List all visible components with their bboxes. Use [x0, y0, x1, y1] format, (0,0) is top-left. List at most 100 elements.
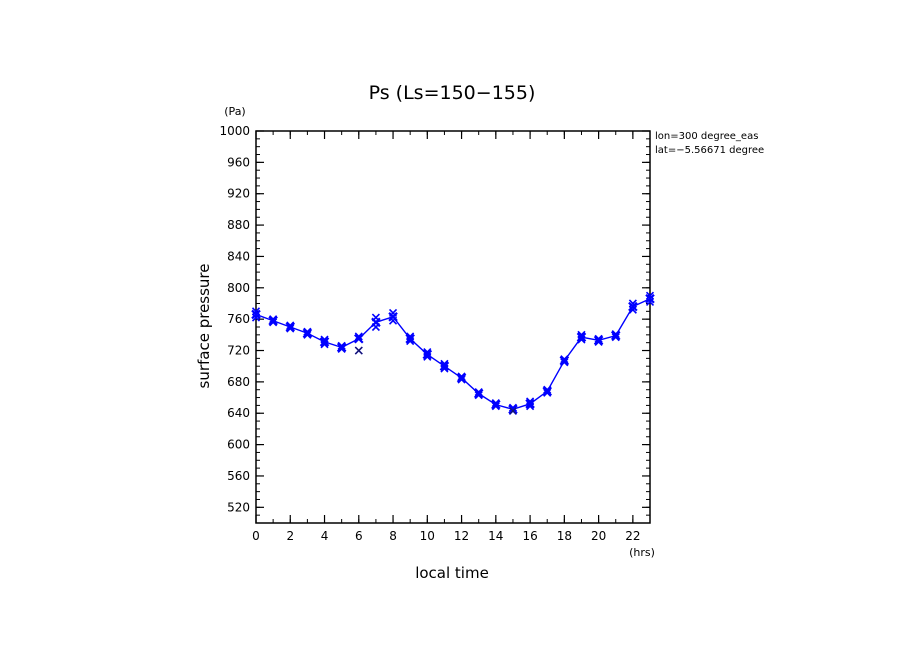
- data-point-marker: [406, 337, 415, 346]
- marker-stroke: [645, 291, 655, 300]
- data-point-marker: [320, 340, 329, 349]
- data-point-marker: [319, 337, 330, 347]
- y-tick-label: 720: [227, 344, 250, 358]
- marker-stroke: [474, 391, 483, 400]
- data-point-marker: [645, 297, 655, 306]
- marker-stroke: [302, 328, 313, 339]
- data-point-marker: [388, 312, 398, 322]
- data-point-marker: [354, 346, 363, 355]
- y-tick-label: 920: [227, 187, 250, 201]
- x-tick-label: 22: [625, 529, 640, 543]
- marker-stroke: [303, 327, 312, 336]
- data-point-marker: [645, 291, 655, 300]
- marker-stroke: [336, 342, 347, 353]
- data-point-marker: [371, 313, 380, 322]
- marker-stroke: [388, 316, 398, 325]
- data-point-marker: [628, 299, 637, 308]
- data-point-marker: [610, 330, 621, 341]
- marker-stroke: [406, 337, 415, 346]
- x-tick-label: 2: [286, 529, 294, 543]
- data-point-marker: [611, 333, 620, 342]
- marker-stroke: [303, 330, 312, 339]
- data-point-marker: [594, 334, 603, 343]
- data-point-marker: [422, 349, 433, 360]
- marker-stroke: [286, 324, 295, 333]
- marker-stroke: [525, 399, 535, 409]
- data-point-marker: [388, 308, 398, 317]
- x-tick-label: 16: [522, 529, 537, 543]
- y-tick-label: 560: [227, 469, 250, 483]
- data-layer: [251, 291, 655, 415]
- data-point-marker: [440, 364, 449, 373]
- data-point-marker: [559, 355, 570, 366]
- marker-stroke: [269, 315, 278, 324]
- x-tick-label: 6: [355, 529, 363, 543]
- annotation-lon: lon=300 degree_eas: [655, 131, 758, 142]
- y-tick-label: 520: [227, 500, 250, 514]
- marker-stroke: [457, 372, 466, 381]
- data-point-marker: [560, 358, 569, 367]
- marker-stroke: [354, 346, 363, 355]
- marker-stroke: [285, 322, 296, 332]
- annotation-lat: lat=−5.56671 degree: [655, 145, 764, 156]
- data-point-marker: [645, 293, 655, 304]
- data-point-marker: [474, 391, 483, 400]
- data-point-marker: [302, 328, 313, 339]
- marker-stroke: [371, 322, 380, 332]
- marker-stroke: [251, 307, 261, 316]
- marker-stroke: [405, 333, 415, 344]
- data-point-marker: [525, 399, 535, 409]
- data-point-marker: [303, 330, 312, 339]
- marker-stroke: [474, 388, 483, 397]
- data-point-marker: [508, 404, 518, 415]
- data-point-marker: [303, 327, 312, 336]
- marker-stroke: [542, 386, 552, 397]
- marker-stroke: [491, 398, 500, 408]
- marker-stroke: [251, 313, 261, 322]
- marker-stroke: [594, 334, 603, 343]
- x-tick-label: 0: [252, 529, 260, 543]
- data-point-marker: [491, 398, 500, 408]
- data-point-marker: [526, 402, 535, 411]
- y-tick-label: 880: [227, 218, 250, 232]
- data-point-marker: [371, 322, 380, 332]
- marker-stroke: [319, 337, 330, 347]
- data-point-marker: [543, 385, 552, 394]
- series-line: [255, 298, 651, 411]
- data-point-marker: [457, 375, 466, 384]
- y-tick-label: 640: [227, 406, 250, 420]
- x-tick-label: 4: [321, 529, 329, 543]
- y-axis-label: surface pressure: [195, 264, 213, 389]
- y-unit-label: (Pa): [224, 105, 245, 118]
- y-tick-label: 800: [227, 281, 250, 295]
- marker-stroke: [388, 312, 398, 322]
- x-tick-label: 10: [420, 529, 435, 543]
- data-point-marker: [285, 322, 296, 332]
- y-tick-label: 680: [227, 375, 250, 389]
- data-point-marker: [560, 355, 569, 364]
- marker-stroke: [509, 407, 517, 415]
- marker-stroke: [611, 329, 620, 339]
- data-point-marker: [611, 329, 620, 339]
- marker-stroke: [423, 352, 432, 361]
- data-point-marker: [337, 341, 346, 350]
- marker-stroke: [611, 333, 620, 342]
- data-point-marker: [388, 316, 398, 325]
- data-point-marker: [577, 335, 586, 344]
- marker-stroke: [251, 309, 261, 320]
- marker-stroke: [491, 402, 500, 411]
- data-point-marker: [286, 321, 295, 330]
- data-point-marker: [405, 333, 415, 344]
- data-point-marker: [423, 352, 432, 361]
- data-point-marker: [491, 399, 501, 410]
- marker-stroke: [508, 403, 518, 412]
- marker-stroke: [628, 305, 637, 314]
- data-point-marker: [628, 301, 638, 312]
- marker-stroke: [440, 364, 449, 373]
- x-unit-label: (hrs): [629, 546, 655, 559]
- marker-stroke: [526, 402, 535, 411]
- data-point-marker: [251, 307, 261, 316]
- data-point-marker: [474, 388, 483, 397]
- data-point-marker: [509, 407, 517, 415]
